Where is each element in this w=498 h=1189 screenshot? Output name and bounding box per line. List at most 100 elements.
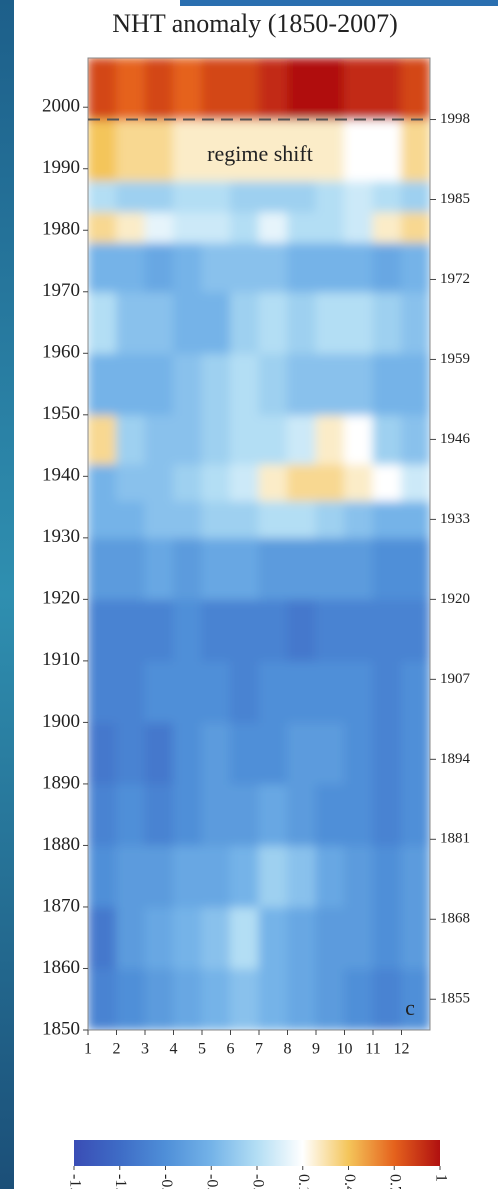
heat-cell [287,352,317,416]
colorbar-tick-label: -1.4 [66,1174,83,1189]
heat-cell [173,660,203,723]
panel-label: c [405,995,415,1020]
heat-cell [372,844,402,908]
heat-cell [173,242,203,293]
heat-cell [372,598,402,662]
heat-cell [287,211,317,244]
y-tick-label: 1950 [42,403,80,424]
heat-cell [116,119,146,182]
heat-cell [401,414,430,465]
y2-tick-label: 1907 [440,671,471,687]
heat-cell [173,352,203,416]
heat-cell [258,119,288,182]
y-tick-label: 1880 [42,834,80,855]
y2-tick-label: 1855 [440,991,470,1007]
heat-cell [287,844,317,908]
y-tick-label: 2000 [42,96,80,117]
background-strip [180,0,498,6]
y-tick-label: 1980 [42,219,80,240]
y2-tick-label: 1920 [440,591,470,607]
heat-cell [230,242,260,293]
heat-cell [315,967,345,1030]
heatmap [88,58,430,1030]
heat-cell [372,967,402,1030]
heat-cell [144,291,174,354]
x-tick-label: 11 [365,1041,380,1058]
heat-cell [287,783,317,846]
heat-cell [201,906,231,969]
heat-cell [116,180,146,213]
heat-cell [144,180,174,213]
heat-cell [344,242,374,293]
y-tick-label: 1970 [42,280,80,301]
heat-cell [258,906,288,969]
heat-cell [201,119,231,182]
heat-cell [88,500,117,539]
x-tick-label: 6 [227,1041,235,1058]
heat-cell [372,58,402,121]
heat-cell [201,598,231,662]
heat-cell [201,291,231,354]
y-tick-label: 1900 [42,711,80,732]
heat-cell [230,844,260,908]
heat-cell [344,721,374,785]
y2-tick-label: 1868 [440,911,470,927]
y2-tick-label: 1985 [440,191,470,207]
heat-cell [344,660,374,723]
heat-cell [88,119,117,182]
heat-cell [230,352,260,416]
heat-cell [344,967,374,1030]
heat-cell [116,414,146,465]
heat-cell [287,463,317,502]
y2-tick-label: 1972 [440,271,470,287]
heat-cell [201,721,231,785]
heat-cell [116,58,146,121]
heat-cell [344,500,374,539]
heat-cell [287,906,317,969]
heat-cell [201,967,231,1030]
heat-cell [258,211,288,244]
heat-cell [144,660,174,723]
y-tick-label: 1930 [42,526,80,547]
heat-cell [88,660,117,723]
heat-cell [230,180,260,213]
x-tick-label: 7 [255,1041,263,1058]
y2-tick-label: 1881 [440,831,470,847]
heat-cell [372,906,402,969]
heat-cell [315,844,345,908]
heat-cell [315,242,345,293]
heat-cell [372,180,402,213]
y-tick-label: 1990 [42,157,80,178]
heat-cell [287,242,317,293]
heat-cell [230,783,260,846]
heat-cell [144,783,174,846]
y-tick-label: 1910 [42,649,80,670]
heat-cell [258,500,288,539]
heat-cell [173,721,203,785]
heat-cell [372,463,402,502]
heat-cell [401,721,430,785]
x-tick-label: 10 [337,1041,353,1058]
heat-cell [315,721,345,785]
heat-cell [372,537,402,600]
heat-cell [173,180,203,213]
heat-cell [344,119,374,182]
heat-cell [173,967,203,1030]
heat-cell [344,844,374,908]
heat-cell [372,352,402,416]
heat-cell [258,783,288,846]
heat-cell [116,967,146,1030]
heat-cell [401,58,430,121]
heat-cell [173,844,203,908]
heat-cell [315,537,345,600]
heat-cell [401,211,430,244]
heat-cell [258,537,288,600]
heat-cell [287,119,317,182]
heat-cell [258,967,288,1030]
heat-cell [230,463,260,502]
heat-cell [315,352,345,416]
heat-cell [372,211,402,244]
heat-cell [401,967,430,1030]
heat-cell [372,414,402,465]
heat-cell [230,660,260,723]
